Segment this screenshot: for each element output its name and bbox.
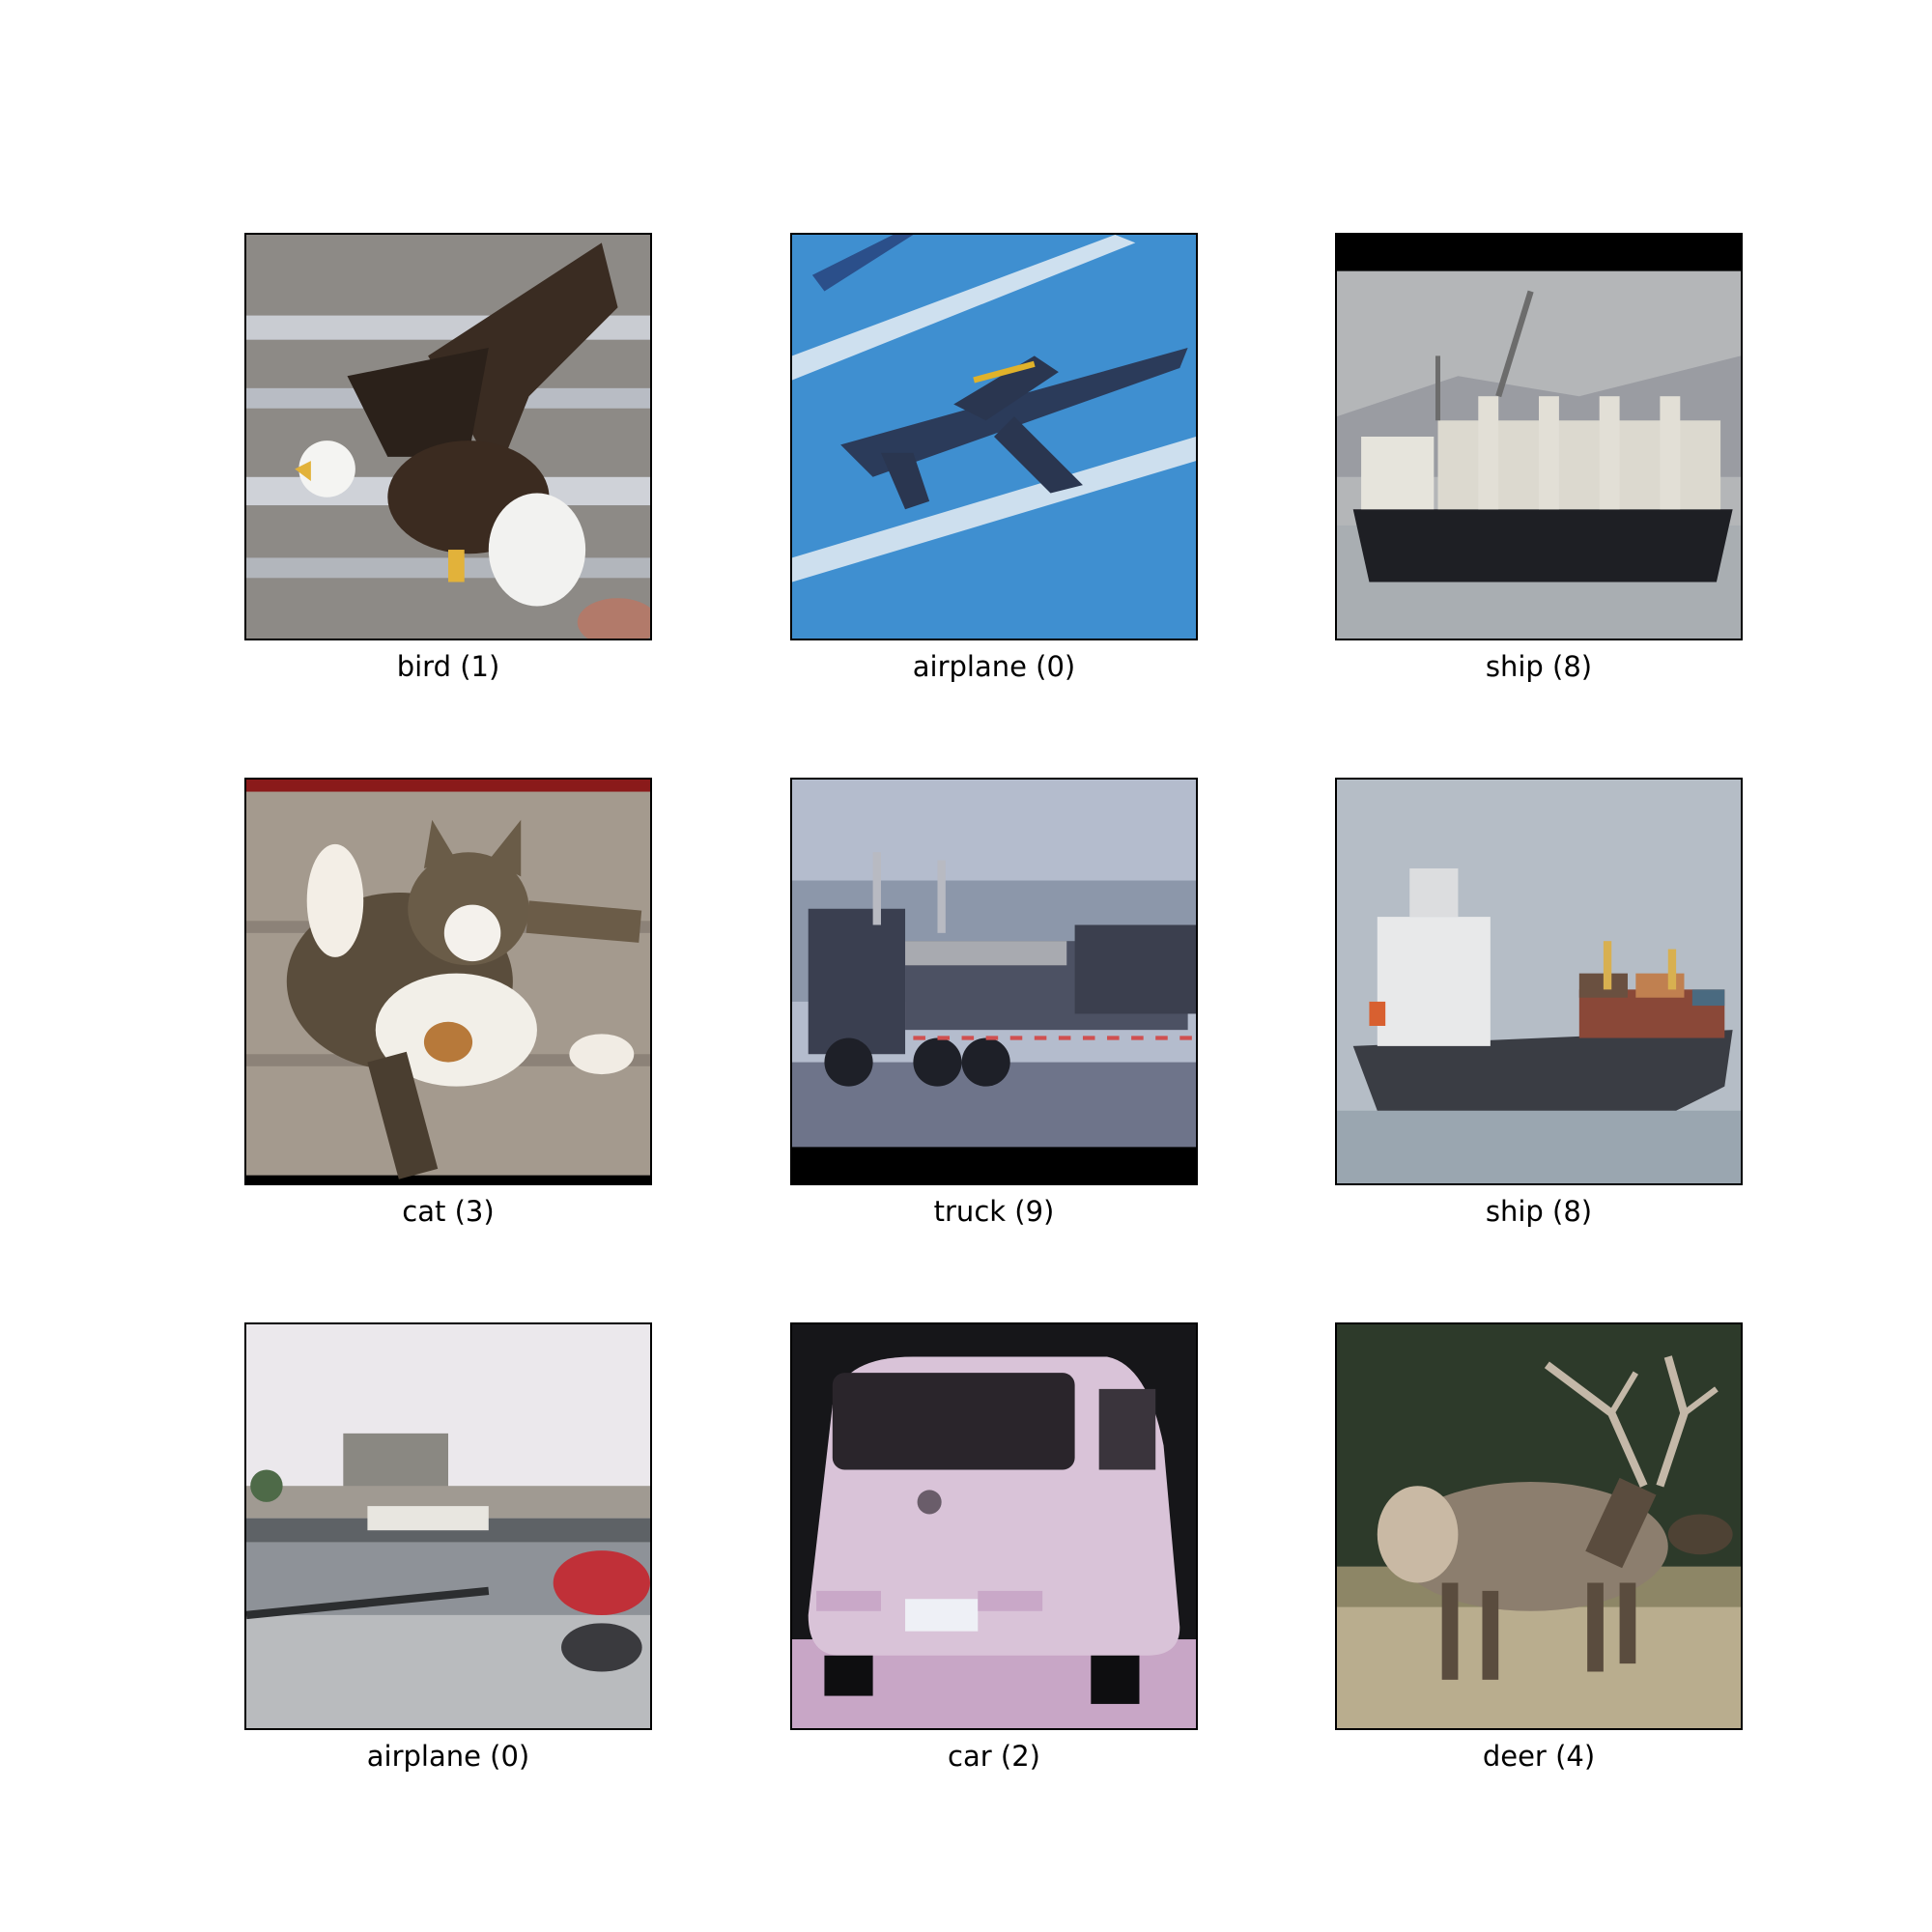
eagle-photo <box>246 235 650 639</box>
elk-photo <box>1337 1324 1741 1728</box>
tile-caption: airplane (0) <box>912 650 1076 683</box>
image-tile-ship <box>1335 778 1743 1185</box>
truck-photo <box>792 780 1196 1183</box>
tile-caption: ship (8) <box>1485 650 1593 683</box>
seaplane-harbor-photo <box>246 1324 650 1728</box>
tile-caption: ship (8) <box>1485 1195 1593 1228</box>
image-tile-cat <box>244 778 652 1185</box>
tile-caption: truck (9) <box>933 1195 1055 1228</box>
tile-caption: airplane (0) <box>366 1740 530 1773</box>
car-photo <box>792 1324 1196 1728</box>
cargo-ship-photo <box>1337 235 1741 639</box>
tile-caption: bird (1) <box>396 650 500 683</box>
tile-caption: deer (4) <box>1482 1740 1596 1773</box>
image-tile-truck <box>790 778 1198 1185</box>
image-tile-deer <box>1335 1322 1743 1730</box>
cat-photo <box>246 780 650 1183</box>
container-ship-photo <box>1337 780 1741 1183</box>
image-tile-ship <box>1335 233 1743 640</box>
jet-photo <box>792 235 1196 639</box>
image-tile-car <box>790 1322 1198 1730</box>
image-tile-airplane <box>790 233 1198 640</box>
image-tile-bird <box>244 233 652 640</box>
tile-caption: cat (3) <box>402 1195 495 1228</box>
image-tile-airplane <box>244 1322 652 1730</box>
tile-caption: car (2) <box>948 1740 1040 1773</box>
